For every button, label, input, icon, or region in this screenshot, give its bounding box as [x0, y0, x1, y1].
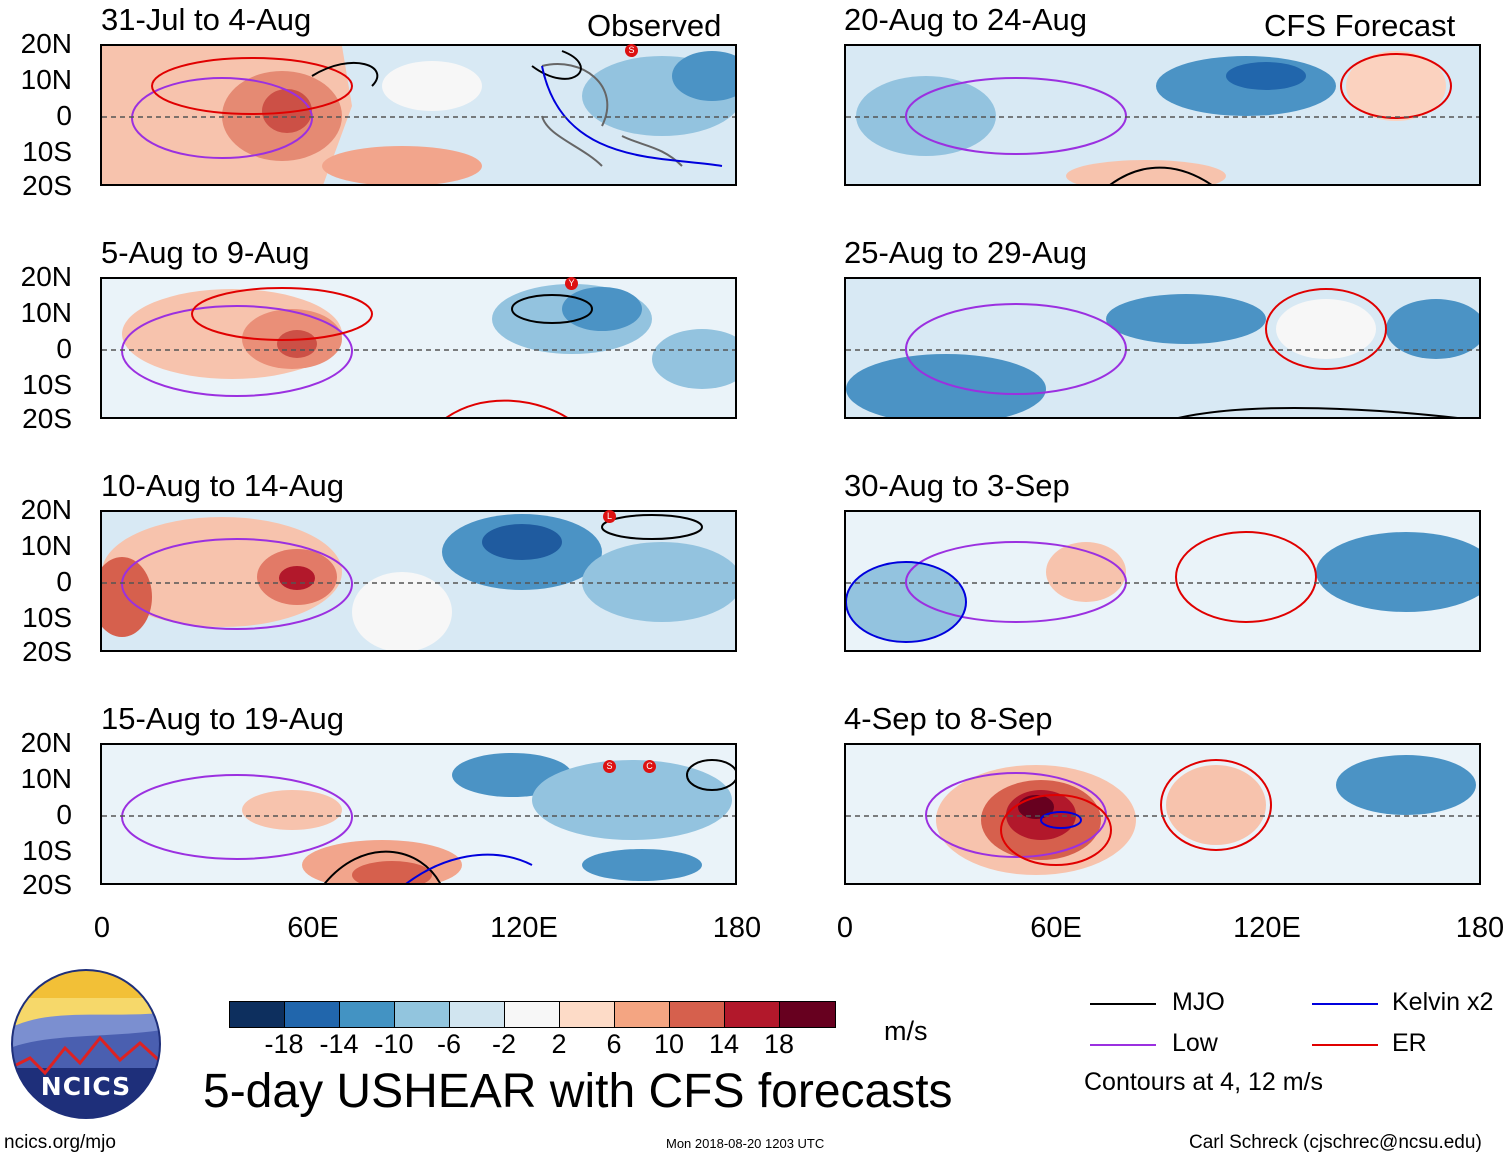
- panel-title-obs-2: 5-Aug to 9-Aug: [101, 235, 310, 270]
- legend-low-label: Low: [1172, 1029, 1218, 1057]
- y-tick: 10N: [20, 530, 72, 561]
- panel-title-fcst-2: 25-Aug to 29-Aug: [844, 235, 1088, 270]
- colorbar-label: 18: [763, 1029, 795, 1059]
- y-tick: 10N: [20, 297, 72, 328]
- colorbar-label: 14: [708, 1029, 740, 1059]
- y-tick: 10S: [22, 136, 72, 167]
- shear-map-obs-4: [102, 745, 735, 883]
- x-tick-right-120e: 120E: [1233, 912, 1301, 944]
- y-tick: 20S: [22, 636, 72, 667]
- colorbar-swatch: [725, 1002, 780, 1027]
- logo-text: NCICS: [40, 1072, 132, 1101]
- x-tick-left-180: 180: [712, 912, 762, 944]
- panel-title-obs-4: 15-Aug to 19-Aug: [101, 701, 345, 736]
- contour-note: Contours at 4, 12 m/s: [1084, 1068, 1324, 1096]
- colorbar-label: -18: [264, 1029, 304, 1059]
- cfs-forecast-header: CFS Forecast: [1264, 8, 1456, 43]
- main-title: 5-day USHEAR with CFS forecasts: [203, 1065, 953, 1118]
- storm-marker-icon: Y: [565, 277, 578, 290]
- footer-credit: Carl Schreck (cjschrec@ncsu.edu): [1189, 1132, 1482, 1153]
- x-tick-right-60e: 60E: [1030, 912, 1082, 944]
- legend-kelvin-line: [1312, 1003, 1378, 1005]
- legend-kelvin-label: Kelvin x2: [1392, 988, 1494, 1016]
- colorbar-label: 10: [653, 1029, 685, 1059]
- panel-title-fcst-3: 30-Aug to 3-Sep: [844, 468, 1070, 503]
- colorbar-unit: m/s: [884, 1016, 928, 1046]
- y-tick: 0: [56, 333, 72, 364]
- panel-obs-3: [100, 510, 737, 652]
- y-tick: 20S: [22, 869, 72, 900]
- panel-title-fcst-4: 4-Sep to 8-Sep: [844, 701, 1053, 736]
- legend-mjo-line: [1090, 1003, 1156, 1005]
- colorbar-swatch: [780, 1002, 835, 1027]
- colorbar: [229, 1001, 836, 1028]
- colorbar-swatch: [560, 1002, 615, 1027]
- ncics-logo: NCICS: [10, 968, 162, 1120]
- colorbar-label: 6: [606, 1029, 622, 1059]
- panel-title-fcst-1: 20-Aug to 24-Aug: [844, 2, 1088, 37]
- panel-title-obs-3: 10-Aug to 14-Aug: [101, 468, 345, 503]
- y-tick: 20S: [22, 403, 72, 434]
- colorbar-swatch: [615, 1002, 670, 1027]
- y-tick: 0: [56, 100, 72, 131]
- x-tick-left-120e: 120E: [490, 912, 558, 944]
- storm-marker-icon: C: [643, 760, 656, 773]
- storm-marker-icon: L: [603, 510, 616, 523]
- x-tick-right-0: 0: [836, 912, 854, 944]
- y-tick: 10N: [20, 763, 72, 794]
- footer-url[interactable]: ncics.org/mjo: [4, 1132, 116, 1153]
- colorbar-swatch: [230, 1002, 285, 1027]
- y-tick: 10S: [22, 369, 72, 400]
- y-tick: 10S: [22, 835, 72, 866]
- storm-marker-icon: S: [625, 44, 638, 57]
- panel-fcst-2: [844, 277, 1481, 419]
- panel-fcst-3: [844, 510, 1481, 652]
- colorbar-swatch: [340, 1002, 395, 1027]
- y-tick: 20N: [20, 494, 72, 525]
- legend-er-line: [1312, 1044, 1378, 1046]
- colorbar-label: -10: [374, 1029, 414, 1059]
- shear-map-fcst-2: [846, 279, 1479, 417]
- panel-obs-4: [100, 743, 737, 885]
- y-tick: 10N: [20, 64, 72, 95]
- y-tick: 20S: [22, 170, 72, 201]
- x-tick-left-0: 0: [93, 912, 111, 944]
- shear-map-obs-3: [102, 512, 735, 650]
- panel-obs-1: [100, 44, 737, 186]
- colorbar-swatch: [505, 1002, 560, 1027]
- shear-map-fcst-3: [846, 512, 1479, 650]
- observed-header: Observed: [587, 8, 722, 43]
- panel-fcst-4: [844, 743, 1481, 885]
- colorbar-swatch: [395, 1002, 450, 1027]
- y-tick: 20N: [20, 261, 72, 292]
- legend-er-label: ER: [1392, 1029, 1427, 1057]
- colorbar-label: -6: [436, 1029, 461, 1059]
- y-tick: 20N: [20, 28, 72, 59]
- x-tick-right-180: 180: [1455, 912, 1505, 944]
- colorbar-swatch: [285, 1002, 340, 1027]
- legend-mjo-label: MJO: [1172, 988, 1225, 1016]
- shear-map-fcst-4: [846, 745, 1479, 883]
- panel-fcst-1: [844, 44, 1481, 186]
- logo-icon: [11, 969, 161, 1119]
- shear-map-obs-2: [102, 279, 735, 417]
- colorbar-swatch: [670, 1002, 725, 1027]
- y-tick: 0: [56, 799, 72, 830]
- y-tick: 0: [56, 566, 72, 597]
- panel-title-obs-1: 31-Jul to 4-Aug: [101, 2, 312, 37]
- y-tick: 20N: [20, 727, 72, 758]
- colorbar-label: -14: [319, 1029, 359, 1059]
- shear-map-obs-1: [102, 46, 735, 184]
- colorbar-swatch: [450, 1002, 505, 1027]
- legend-low-line: [1090, 1044, 1156, 1046]
- shear-map-fcst-1: [846, 46, 1479, 184]
- panel-obs-2: [100, 277, 737, 419]
- colorbar-label: -2: [491, 1029, 516, 1059]
- y-tick: 10S: [22, 602, 72, 633]
- colorbar-label: 2: [551, 1029, 567, 1059]
- x-tick-left-60e: 60E: [287, 912, 339, 944]
- footer-timestamp: Mon 2018-08-20 1203 UTC: [666, 1136, 825, 1151]
- storm-marker-icon: S: [603, 760, 616, 773]
